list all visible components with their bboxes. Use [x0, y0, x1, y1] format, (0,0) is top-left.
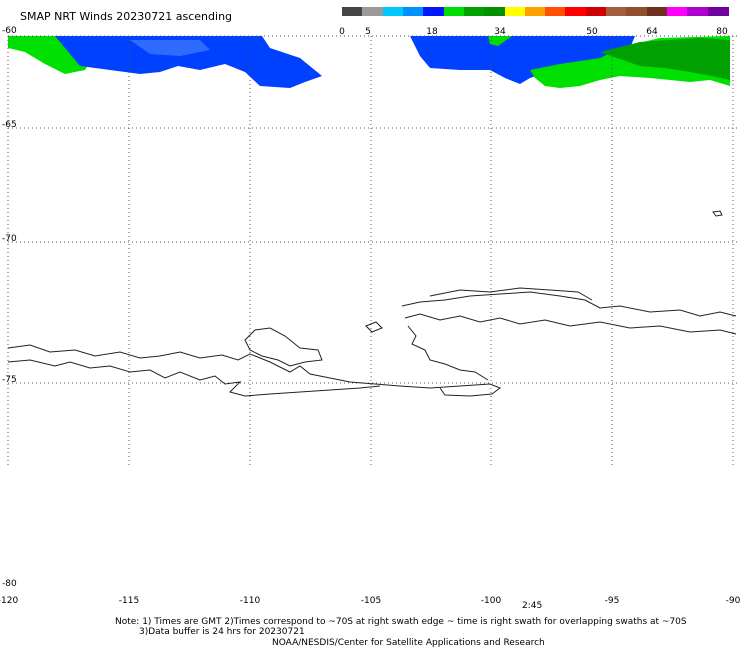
wind-speed-colorbar: 0 5 18 34 50 64 80 [339, 7, 729, 37]
colorbar-tick-label: 50 [586, 27, 598, 37]
colorbar-segment [484, 7, 506, 16]
lon-label-100: -100 [480, 596, 502, 606]
colorbar-segment [626, 7, 648, 16]
coastline-shelf [404, 313, 737, 335]
colorbar-segment [504, 7, 526, 16]
colorbar-tick-label: 64 [646, 27, 658, 37]
colorbar-segment [382, 7, 404, 16]
coastline-peninsula [407, 325, 489, 381]
coastline-island-thurston [244, 327, 323, 367]
wind-swath-blue-right [410, 36, 635, 84]
lon-label-115: -115 [118, 596, 140, 606]
colorbar-segment [362, 7, 384, 16]
colorbar-tick-label: 34 [494, 27, 506, 37]
wind-swath-light-blue-left [130, 40, 210, 56]
wind-swath-right [410, 36, 730, 88]
colorbar-segment [585, 7, 607, 16]
lon-label-90: -90 [725, 596, 740, 606]
colorbar-segment [565, 7, 587, 16]
colorbar-segment [707, 7, 729, 16]
colorbar-segment [545, 7, 567, 16]
lon-label-105: -105 [360, 596, 382, 606]
footer-note-line1: Note: 1) Times are GMT 2)Times correspon… [115, 617, 687, 627]
map-title: SMAP NRT Winds 20230721 ascending [20, 10, 233, 23]
graticule [7, 35, 740, 465]
coastline-main [7, 344, 502, 397]
colorbar-segment [463, 7, 485, 16]
footer-credit: NOAA/NESDIS/Center for Satellite Applica… [272, 638, 545, 648]
coastline-peter-island [712, 210, 723, 217]
wind-swath-dark-green-right [600, 38, 730, 80]
lat-label-60: -60 [2, 26, 17, 36]
colorbar-tick-label: 0 [339, 27, 345, 37]
wind-swath-green-right-top [488, 36, 512, 46]
colorbar-segment [606, 7, 628, 16]
colorbar-segment [443, 7, 465, 16]
footer-note-line2: 3)Data buffer is 24 hrs for 20230721 [139, 627, 305, 637]
wind-swath-left [8, 36, 322, 88]
colorbar-tick-label: 18 [426, 27, 438, 37]
colorbar-segment [687, 7, 709, 16]
colorbar-segment [524, 7, 546, 16]
swath-time-label: 2:45 [522, 601, 543, 611]
lat-label-65: -65 [2, 120, 17, 130]
lon-label-95: -95 [604, 596, 620, 606]
wind-swath-blue-left [55, 36, 322, 88]
colorbar-segment [342, 7, 363, 16]
lon-label-120: -120 [0, 596, 19, 606]
colorbar-segment [646, 7, 668, 16]
coastline-islet [365, 321, 383, 333]
lat-label-75: -75 [2, 375, 17, 385]
coastline [7, 210, 737, 397]
lon-label-110: -110 [239, 596, 261, 606]
colorbar-segment [402, 7, 424, 16]
coastline-ice-shelf [429, 287, 593, 301]
colorbar-tick-label: 80 [716, 27, 728, 37]
coastline-lower [7, 359, 381, 397]
colorbar-tick-label: 5 [365, 27, 371, 37]
coastline-upper [401, 291, 737, 317]
wind-swath-green-left [8, 36, 90, 74]
colorbar-segment [423, 7, 445, 16]
lat-label-80: -80 [2, 579, 17, 589]
lat-label-70: -70 [2, 234, 17, 244]
colorbar-segment [667, 7, 689, 16]
